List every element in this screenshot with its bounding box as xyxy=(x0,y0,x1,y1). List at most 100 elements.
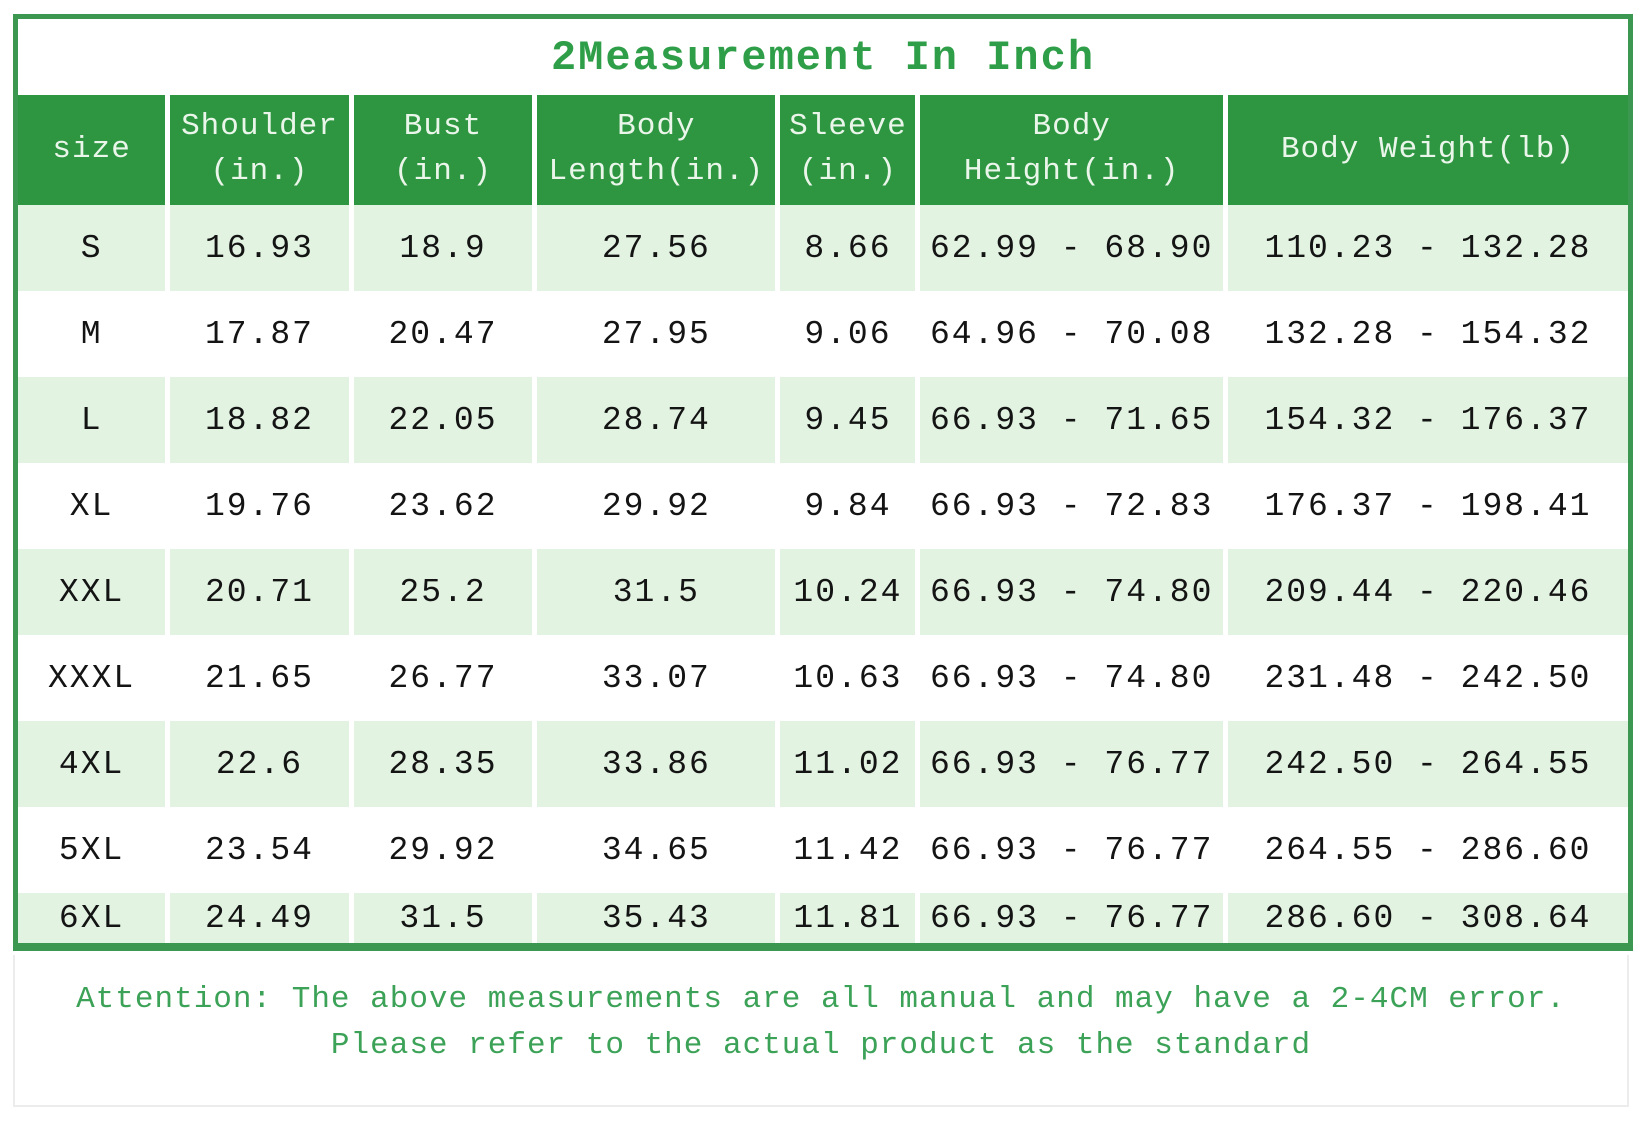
column-header-body-weight: Body Weight(lb) xyxy=(1225,95,1628,205)
table-row: 6XL 24.49 31.5 35.43 11.81 66.93 - 76.77… xyxy=(18,893,1628,943)
value-cell: 10.24 xyxy=(777,549,921,635)
value-cell: 66.93 - 74.80 xyxy=(917,549,1228,635)
size-cell: 4XL xyxy=(18,721,171,807)
table-row: M 17.87 20.47 27.95 9.06 64.96 - 70.08 1… xyxy=(18,291,1628,377)
value-cell: 22.05 xyxy=(351,377,538,463)
page-title: 2Measurement In Inch xyxy=(18,19,1628,95)
value-cell: 19.76 xyxy=(167,463,354,549)
column-header-bust: Bust (in.) xyxy=(351,95,538,205)
value-cell: 264.55 - 286.60 xyxy=(1225,807,1628,893)
column-header-body-height: Body Height(in.) xyxy=(917,95,1228,205)
value-cell: 64.96 - 70.08 xyxy=(917,291,1228,377)
header-line: Body Weight(lb) xyxy=(1280,131,1575,167)
value-cell: 20.71 xyxy=(167,549,354,635)
value-cell: 231.48 - 242.50 xyxy=(1225,635,1628,721)
value-cell: 11.02 xyxy=(777,721,921,807)
size-cell: 6XL xyxy=(18,893,171,943)
value-cell: 21.65 xyxy=(167,635,354,721)
header-line: Sleeve xyxy=(789,109,907,145)
value-cell: 25.2 xyxy=(351,549,538,635)
value-cell: 33.07 xyxy=(534,635,781,721)
attention-line-1: Attention: The above measurements are al… xyxy=(76,982,1566,1017)
table-row: XXL 20.71 25.2 31.5 10.24 66.93 - 74.80 … xyxy=(18,549,1628,635)
value-cell: 29.92 xyxy=(351,807,538,893)
value-cell: 28.35 xyxy=(351,721,538,807)
value-cell: 33.86 xyxy=(534,721,781,807)
value-cell: 26.77 xyxy=(351,635,538,721)
header-line: Length(in.) xyxy=(548,154,765,189)
column-header-shoulder: Shoulder (in.) xyxy=(167,95,354,205)
column-header-sleeve: Sleeve (in.) xyxy=(777,95,921,205)
size-cell: XL xyxy=(18,463,171,549)
value-cell: 154.32 - 176.37 xyxy=(1225,377,1628,463)
attention-note: Attention: The above measurements are al… xyxy=(13,955,1629,1107)
value-cell: 8.66 xyxy=(777,205,921,291)
header-line: (in.) xyxy=(210,154,309,189)
value-cell: 18.9 xyxy=(351,205,538,291)
value-cell: 27.95 xyxy=(534,291,781,377)
value-cell: 29.92 xyxy=(534,463,781,549)
value-cell: 11.81 xyxy=(777,893,921,943)
size-chart-card: 2Measurement In Inch size Shoul xyxy=(13,14,1633,951)
value-cell: 28.74 xyxy=(534,377,781,463)
size-cell: S xyxy=(18,205,171,291)
table-row: XXXL 21.65 26.77 33.07 10.63 66.93 - 74.… xyxy=(18,635,1628,721)
column-header-size: size xyxy=(18,95,171,205)
value-cell: 110.23 - 132.28 xyxy=(1225,205,1628,291)
value-cell: 24.49 xyxy=(167,893,354,943)
header-line: size xyxy=(52,131,131,167)
value-cell: 27.56 xyxy=(534,205,781,291)
table-row: 5XL 23.54 29.92 34.65 11.42 66.93 - 76.7… xyxy=(18,807,1628,893)
value-cell: 31.5 xyxy=(534,549,781,635)
size-table: size Shoulder (in.) Bust (in.) Body Leng… xyxy=(18,95,1628,943)
value-cell: 9.06 xyxy=(777,291,921,377)
value-cell: 16.93 xyxy=(167,205,354,291)
value-cell: 176.37 - 198.41 xyxy=(1225,463,1628,549)
value-cell: 11.42 xyxy=(777,807,921,893)
value-cell: 22.6 xyxy=(167,721,354,807)
value-cell: 286.60 - 308.64 xyxy=(1225,893,1628,943)
table-row: S 16.93 18.9 27.56 8.66 62.99 - 68.90 11… xyxy=(18,205,1628,291)
value-cell: 17.87 xyxy=(167,291,354,377)
table-row: 4XL 22.6 28.35 33.86 11.02 66.93 - 76.77… xyxy=(18,721,1628,807)
header-line: (in.) xyxy=(798,154,897,189)
value-cell: 18.82 xyxy=(167,377,354,463)
value-cell: 10.63 xyxy=(777,635,921,721)
header-line: Body xyxy=(1032,109,1111,145)
size-table-body: S 16.93 18.9 27.56 8.66 62.99 - 68.90 11… xyxy=(18,205,1628,943)
value-cell: 20.47 xyxy=(351,291,538,377)
header-line: Body xyxy=(617,109,696,145)
attention-line-2: Please refer to the actual product as th… xyxy=(330,1028,1312,1063)
header-line: Bust xyxy=(403,109,483,145)
value-cell: 35.43 xyxy=(534,893,781,943)
size-cell: XXL xyxy=(18,549,171,635)
header-line: Height(in.) xyxy=(963,154,1180,189)
header-row: size Shoulder (in.) Bust (in.) Body Leng… xyxy=(18,95,1628,205)
value-cell: 34.65 xyxy=(534,807,781,893)
value-cell: 66.93 - 76.77 xyxy=(917,893,1228,943)
header-line: Shoulder xyxy=(181,109,338,145)
header-line: (in.) xyxy=(394,154,493,189)
value-cell: 9.84 xyxy=(777,463,921,549)
value-cell: 132.28 - 154.32 xyxy=(1225,291,1628,377)
value-cell: 66.93 - 71.65 xyxy=(917,377,1228,463)
size-cell: M xyxy=(18,291,171,377)
value-cell: 66.93 - 72.83 xyxy=(917,463,1228,549)
column-header-body-length: Body Length(in.) xyxy=(534,95,781,205)
table-row: XL 19.76 23.62 29.92 9.84 66.93 - 72.83 … xyxy=(18,463,1628,549)
size-cell: L xyxy=(18,377,171,463)
value-cell: 209.44 - 220.46 xyxy=(1225,549,1628,635)
size-cell: 5XL xyxy=(18,807,171,893)
value-cell: 66.93 - 76.77 xyxy=(917,721,1228,807)
value-cell: 242.50 - 264.55 xyxy=(1225,721,1628,807)
table-row: L 18.82 22.05 28.74 9.45 66.93 - 71.65 1… xyxy=(18,377,1628,463)
value-cell: 62.99 - 68.90 xyxy=(917,205,1228,291)
value-cell: 9.45 xyxy=(777,377,921,463)
value-cell: 23.62 xyxy=(351,463,538,549)
value-cell: 31.5 xyxy=(351,893,538,943)
value-cell: 66.93 - 74.80 xyxy=(917,635,1228,721)
value-cell: 23.54 xyxy=(167,807,354,893)
value-cell: 66.93 - 76.77 xyxy=(917,807,1228,893)
size-cell: XXXL xyxy=(18,635,171,721)
